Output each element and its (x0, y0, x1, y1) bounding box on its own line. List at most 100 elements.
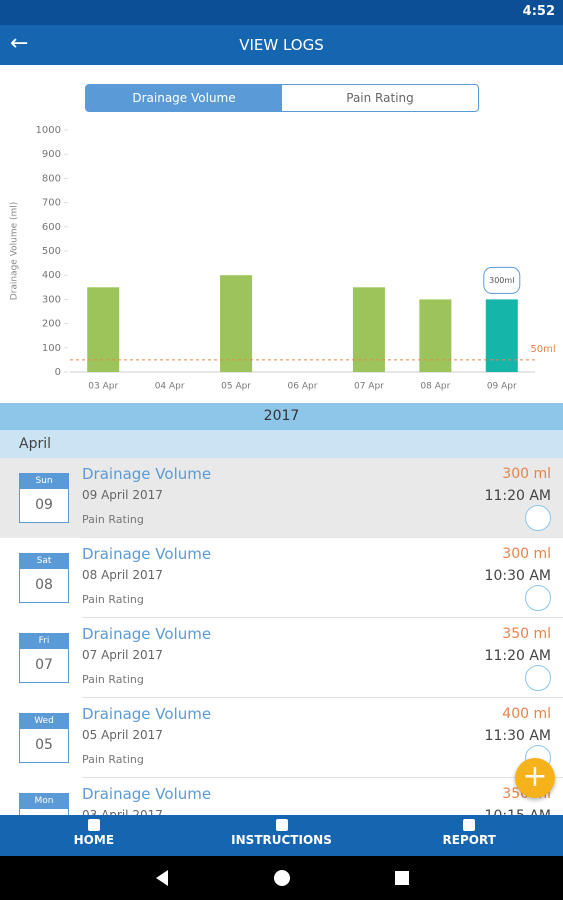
separator (82, 537, 563, 538)
entry-date: 07 April 2017 (82, 648, 163, 662)
chart: Drainage Volume (ml) 0 100 200 300 400 500 600 7… (10, 125, 556, 392)
bar (87, 287, 120, 372)
bar (419, 299, 452, 372)
system-nav (0, 856, 563, 900)
entry-time: 11:20 AM (484, 488, 551, 504)
separator (82, 617, 563, 618)
y-tick-label: 500 (42, 246, 61, 257)
y-tick-label: 800 (42, 173, 61, 184)
entry-title: Drainage Volume (82, 785, 212, 803)
weekday: Sun (20, 474, 68, 489)
entry-title: Drainage Volume (82, 705, 212, 723)
log-entry[interactable]: Wed 05 Drainage Volume 05 April 2017 Pain Ra… (0, 698, 563, 778)
tab[interactable]: Pain Rating (346, 91, 414, 105)
entry-time: 11:20 AM (484, 648, 551, 664)
separator (82, 697, 563, 698)
log-entry[interactable]: Fri 07 Drainage Volume 07 April 2017 Pain Ra… (0, 618, 563, 698)
y-tick-label: 700 (42, 198, 61, 209)
entry-time: 11:30 AM (484, 728, 551, 744)
entry-subtitle: Pain Rating (82, 753, 144, 766)
entry-volume: 300 ml (502, 546, 551, 562)
nav-label: REPORT (442, 833, 496, 847)
calendar-icon: Mon03 (19, 793, 69, 815)
bar (352, 287, 385, 372)
add-button[interactable]: + (515, 758, 555, 798)
calendar-icon: Fri 07 (19, 633, 69, 683)
callout-box (483, 266, 521, 294)
entry-date: 03 April 2017 (82, 808, 163, 815)
pain-face (525, 665, 551, 691)
x-tick-label: 05 Apr (221, 382, 251, 392)
nav-label: HOME (73, 833, 115, 847)
pain-face (525, 505, 551, 531)
entry-date: 05 April 2017 (82, 728, 163, 742)
entry-subtitle: Pain Rating (82, 513, 144, 526)
tabs: Drainage Volume Pain Rating (85, 84, 479, 112)
pain-face (525, 585, 551, 611)
nav-item[interactable]: INSTRUCTIONS (188, 815, 376, 856)
app-bar: ← VIEW LOGS (0, 25, 563, 65)
weekday: Mon (20, 794, 68, 809)
log-list: Sun 09 Drainage Volume 09 April 2017 Pain Ra… (0, 458, 563, 815)
entry-title: Drainage Volume (82, 465, 212, 483)
x-tick-label: 08 Apr (420, 382, 450, 392)
y-tick-label: 200 (42, 319, 61, 330)
x-tick-label: 04 Apr (155, 382, 185, 392)
nav-label: INSTRUCTIONS (231, 833, 332, 847)
entry-volume: 350 ml (502, 626, 551, 642)
day-number: 05 (35, 737, 53, 753)
y-tick-label: 100 (42, 343, 61, 354)
back-button[interactable]: ← (10, 31, 29, 56)
nav-item[interactable]: REPORT (375, 815, 563, 856)
y-tick-label: 1000 (36, 125, 61, 136)
back-key[interactable] (156, 870, 168, 886)
reference-label: 50ml (530, 344, 555, 355)
log-entry[interactable]: Sun 09 Drainage Volume 09 April 2017 Pain Ra… (0, 458, 563, 538)
entry-title: Drainage Volume (82, 625, 212, 643)
weekday: Wed (20, 714, 68, 729)
calendar-icon: Wed 05 (19, 713, 69, 763)
month-header: April (0, 430, 563, 458)
separator (82, 777, 563, 778)
calendar-icon: Sun 09 (19, 473, 69, 523)
day-number: 09 (35, 497, 53, 513)
x-tick-label: 07 Apr (354, 382, 384, 392)
bar (485, 299, 518, 372)
year-header: 2017 (0, 403, 563, 430)
entry-time: 10:15 AM (485, 808, 551, 815)
entry-date: 08 April 2017 (82, 568, 163, 582)
log-entry[interactable]: Sat 08 Drainage Volume 08 April 2017 Pain Ra… (0, 538, 563, 618)
calendar-icon: Sat 08 (19, 553, 69, 603)
x-tick-label: 09 Apr (487, 382, 517, 392)
status-bar: 4:52 (0, 0, 563, 25)
nav-icon (463, 819, 476, 831)
entry-title: Drainage Volume (82, 545, 212, 563)
x-tick-label: 06 Apr (288, 382, 318, 392)
home-key[interactable] (274, 870, 290, 886)
y-tick-label: 600 (42, 222, 61, 233)
nav-icon (87, 819, 100, 831)
y-tick-label: 300 (42, 294, 61, 305)
entry-date: 09 April 2017 (82, 488, 163, 502)
nav-icon (275, 819, 288, 831)
y-tick-label: 0 (55, 367, 61, 378)
entry-subtitle: Pain Rating (82, 593, 144, 606)
tab[interactable]: Drainage Volume (86, 85, 282, 111)
day-number: 07 (35, 657, 53, 673)
y-tick-label: 900 (42, 149, 61, 160)
recents-key[interactable] (395, 871, 409, 885)
app-title: VIEW LOGS (239, 36, 324, 54)
clock: 4:52 (522, 4, 555, 19)
entry-subtitle: Pain Rating (82, 673, 144, 686)
weekday: Sat (20, 554, 68, 569)
day-number: 08 (35, 577, 53, 593)
entry-time: 10:30 AM (484, 568, 551, 584)
nav-item[interactable]: HOME (0, 815, 188, 856)
value-label: 300ml (489, 276, 514, 285)
bottom-nav: HOME INSTRUCTIONS REPORT (0, 815, 563, 856)
bar (220, 275, 253, 372)
x-tick-label: 03 Apr (88, 382, 118, 392)
weekday: Fri (20, 634, 68, 649)
